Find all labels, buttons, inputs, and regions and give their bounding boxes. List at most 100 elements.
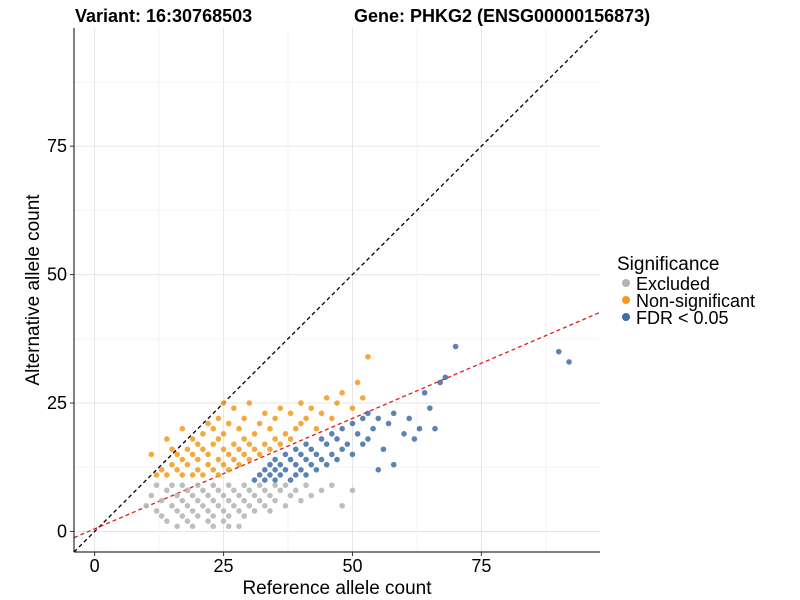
data-point — [236, 492, 242, 499]
data-point — [287, 456, 294, 463]
data-point — [225, 482, 232, 489]
data-point — [303, 482, 309, 489]
data-point — [164, 487, 170, 494]
data-point — [189, 508, 196, 514]
data-point — [210, 467, 217, 473]
data-point — [427, 405, 433, 411]
data-point — [318, 410, 325, 417]
data-point — [334, 400, 340, 406]
data-point — [184, 461, 191, 468]
data-point — [287, 477, 294, 483]
data-point — [349, 420, 356, 427]
data-point — [179, 497, 186, 504]
data-point — [220, 518, 227, 524]
data-point — [220, 492, 227, 499]
data-point — [292, 472, 299, 478]
reference-line-fit — [74, 311, 600, 539]
data-point — [354, 379, 361, 386]
data-point — [184, 518, 191, 524]
data-point — [143, 502, 149, 509]
data-point — [272, 456, 278, 463]
legend-title: Significance — [617, 254, 719, 275]
data-point — [282, 467, 289, 473]
data-point — [200, 487, 206, 494]
data-point — [287, 436, 294, 442]
data-point — [282, 502, 289, 509]
data-point — [210, 441, 217, 447]
data-point — [215, 472, 222, 478]
data-point — [194, 456, 201, 463]
data-point — [189, 492, 196, 499]
data-point — [220, 461, 227, 468]
data-point — [205, 508, 211, 514]
data-point — [194, 497, 201, 504]
data-point — [215, 415, 222, 422]
data-point — [174, 492, 180, 499]
data-point — [262, 477, 268, 483]
data-point — [329, 451, 335, 458]
data-point — [298, 451, 304, 458]
data-point — [432, 425, 438, 432]
data-point — [153, 472, 160, 478]
data-point — [164, 472, 170, 478]
data-point — [184, 446, 191, 453]
data-point — [375, 467, 382, 473]
data-point — [313, 467, 320, 473]
data-point — [189, 472, 196, 478]
data-point — [231, 441, 237, 447]
data-point — [323, 441, 330, 447]
data-point — [148, 492, 155, 499]
data-point — [267, 472, 273, 478]
data-point — [225, 420, 232, 427]
data-point — [262, 467, 268, 473]
data-point — [359, 395, 366, 401]
data-point — [158, 513, 165, 519]
x-tick-label: 25 — [214, 556, 234, 576]
data-point — [292, 461, 299, 468]
data-point — [246, 487, 253, 494]
data-point — [251, 508, 258, 514]
data-point — [318, 456, 325, 463]
data-point — [205, 420, 211, 427]
data-point — [179, 472, 186, 478]
data-point — [231, 502, 237, 509]
data-point — [437, 379, 443, 386]
data-point — [215, 456, 222, 463]
data-point — [241, 415, 247, 422]
data-point — [298, 400, 304, 406]
data-point — [282, 451, 289, 458]
data-point — [205, 461, 211, 468]
data-point — [323, 461, 330, 468]
reference-line-identity — [74, 28, 600, 552]
data-point — [225, 523, 232, 530]
data-point — [225, 513, 232, 519]
data-point — [169, 461, 175, 468]
data-point — [231, 405, 237, 411]
data-point — [194, 441, 201, 447]
y-tick-label: 0 — [57, 521, 67, 541]
x-tick-label: 75 — [471, 556, 491, 576]
data-point — [267, 425, 273, 432]
data-point — [272, 436, 278, 442]
data-point — [236, 425, 242, 432]
data-point — [354, 431, 361, 437]
y-tick-label: 75 — [47, 136, 67, 156]
data-point — [421, 389, 428, 396]
data-point — [194, 467, 201, 473]
data-point — [220, 400, 227, 406]
data-point — [210, 513, 217, 519]
data-point — [267, 492, 273, 499]
legend-swatch — [622, 313, 630, 321]
data-point — [153, 482, 160, 489]
data-point — [256, 451, 263, 458]
data-point — [555, 348, 562, 355]
data-point — [174, 523, 180, 530]
data-point — [390, 410, 397, 417]
data-point — [277, 461, 284, 468]
data-point — [256, 497, 263, 504]
data-point — [262, 487, 268, 494]
data-point — [241, 497, 247, 504]
data-point — [298, 420, 304, 427]
legend-swatch — [622, 296, 630, 304]
